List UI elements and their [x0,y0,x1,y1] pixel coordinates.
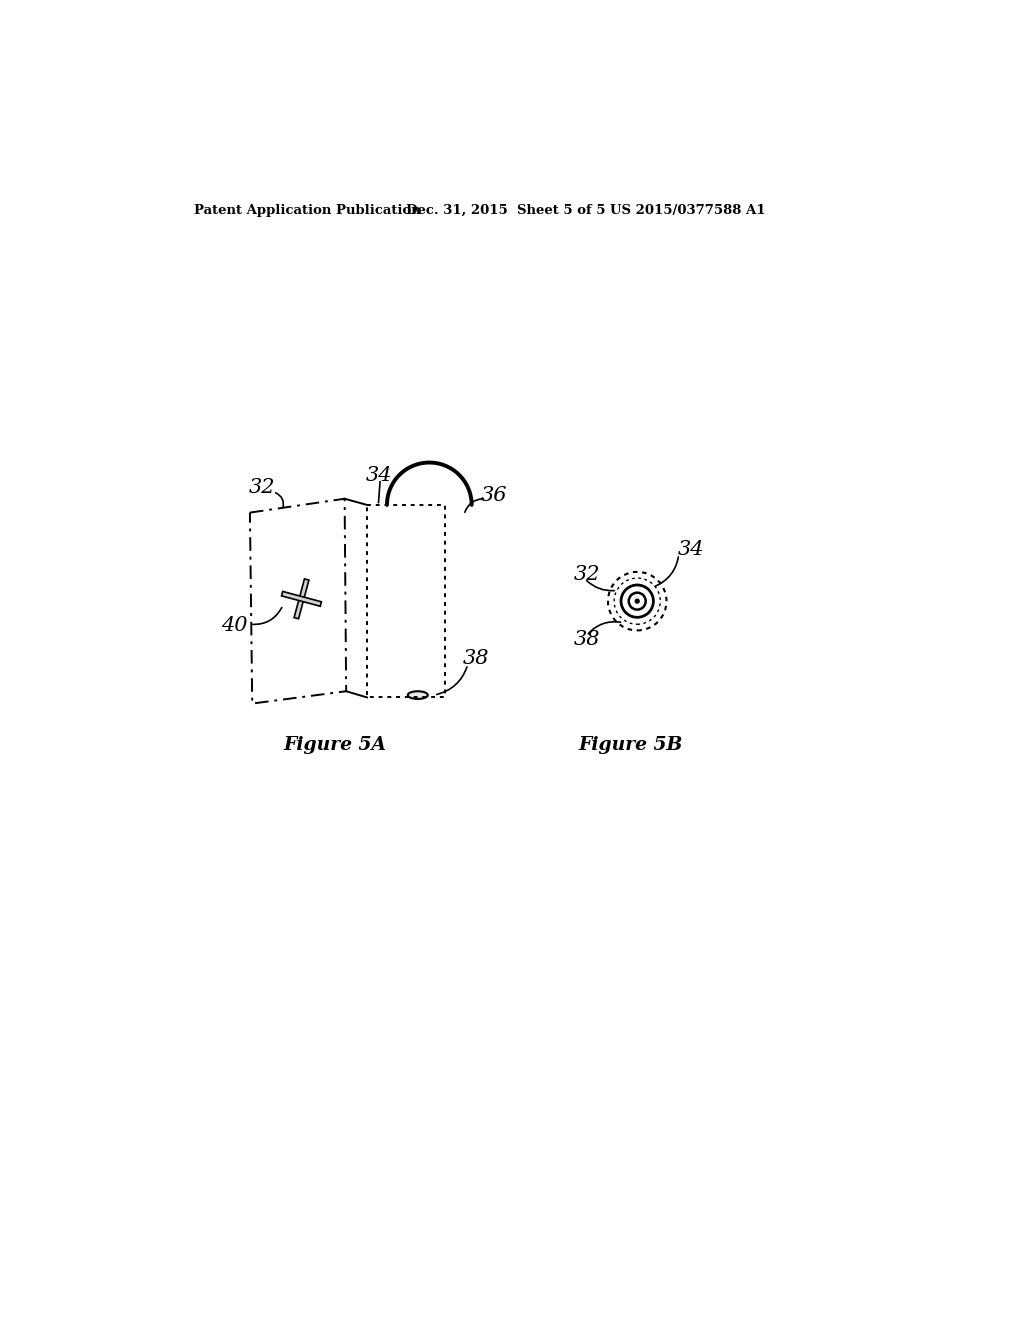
Circle shape [629,593,646,610]
Text: Figure 5A: Figure 5A [283,737,386,754]
Text: 32: 32 [573,565,600,583]
Text: 34: 34 [366,466,392,486]
Circle shape [635,599,639,603]
Polygon shape [282,591,322,606]
Text: 40: 40 [221,616,248,635]
Polygon shape [294,579,309,619]
Text: 32: 32 [249,478,274,498]
Text: Patent Application Publication: Patent Application Publication [194,205,421,218]
Text: Figure 5B: Figure 5B [579,737,683,754]
Ellipse shape [408,692,428,700]
Text: 38: 38 [573,630,600,649]
Text: 34: 34 [677,540,703,560]
Text: US 2015/0377588 A1: US 2015/0377588 A1 [609,205,765,218]
Circle shape [621,585,653,618]
Text: Dec. 31, 2015  Sheet 5 of 5: Dec. 31, 2015 Sheet 5 of 5 [407,205,606,218]
Text: 36: 36 [481,486,508,506]
Text: 38: 38 [463,649,489,668]
